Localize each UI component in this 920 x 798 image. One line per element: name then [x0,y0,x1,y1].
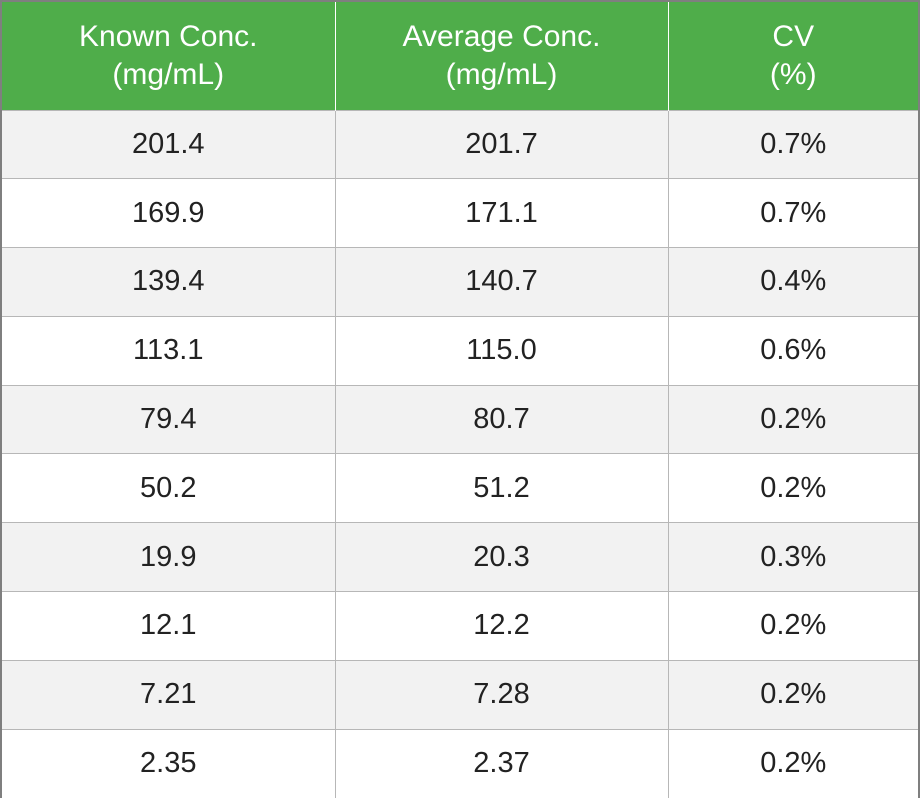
cell-known-conc: 2.35 [2,728,336,798]
cell-average-conc: 51.2 [335,453,669,523]
table-row: 2.35 2.37 0.2% [2,728,918,798]
cell-known-conc: 113.1 [2,315,336,386]
header-average-conc: Average Conc. (mg/mL) [335,2,669,110]
cell-cv: 0.7% [668,109,918,179]
header-average-conc-line1: Average Conc. [402,19,601,53]
cell-cv: 0.2% [668,659,918,730]
table-row: 79.4 80.7 0.2% [2,384,918,454]
cell-known-conc: 7.21 [2,659,336,730]
cell-cv: 0.2% [668,384,918,454]
table-row: 12.1 12.2 0.2% [2,591,918,661]
header-row: Known Conc. (mg/mL) Average Conc. (mg/mL… [2,2,918,110]
table-body: 201.4 201.7 0.7% 169.9 171.1 0.7% 139.4 … [2,109,918,798]
table-row: 7.21 7.28 0.2% [2,659,918,730]
header-cv-line2: (%) [769,57,817,91]
cell-average-conc: 140.7 [335,247,669,317]
cell-known-conc: 201.4 [2,109,336,179]
table-row: 19.9 20.3 0.3% [2,522,918,592]
cell-cv: 0.3% [668,522,918,592]
cell-average-conc: 80.7 [335,384,669,454]
cell-cv: 0.2% [668,453,918,523]
cell-average-conc: 12.2 [335,591,669,661]
cell-cv: 0.4% [668,247,918,317]
table-row: 201.4 201.7 0.7% [2,109,918,179]
cell-known-conc: 50.2 [2,453,336,523]
cell-known-conc: 12.1 [2,591,336,661]
header-average-conc-line2: (mg/mL) [445,57,558,91]
cell-average-conc: 201.7 [335,109,669,179]
cell-cv: 0.7% [668,178,918,248]
table-row: 169.9 171.1 0.7% [2,178,918,248]
cell-known-conc: 169.9 [2,178,336,248]
header-cv-line1: CV [772,19,815,53]
header-known-conc: Known Conc. (mg/mL) [2,2,336,110]
header-known-conc-line2: (mg/mL) [112,57,225,91]
table-row: 139.4 140.7 0.4% [2,247,918,317]
cell-average-conc: 115.0 [335,315,669,386]
cell-average-conc: 171.1 [335,178,669,248]
cell-average-conc: 2.37 [335,728,669,798]
cell-cv: 0.6% [668,315,918,386]
header-known-conc-line1: Known Conc. [79,19,258,53]
cell-average-conc: 7.28 [335,659,669,730]
cell-known-conc: 19.9 [2,522,336,592]
cell-known-conc: 79.4 [2,384,336,454]
header-cv: CV (%) [668,2,918,110]
table-row: 50.2 51.2 0.2% [2,453,918,523]
cell-average-conc: 20.3 [335,522,669,592]
table-row: 113.1 115.0 0.6% [2,315,918,386]
cell-cv: 0.2% [668,591,918,661]
cell-known-conc: 139.4 [2,247,336,317]
table-header: Known Conc. (mg/mL) Average Conc. (mg/mL… [2,2,918,110]
cell-cv: 0.2% [668,728,918,798]
